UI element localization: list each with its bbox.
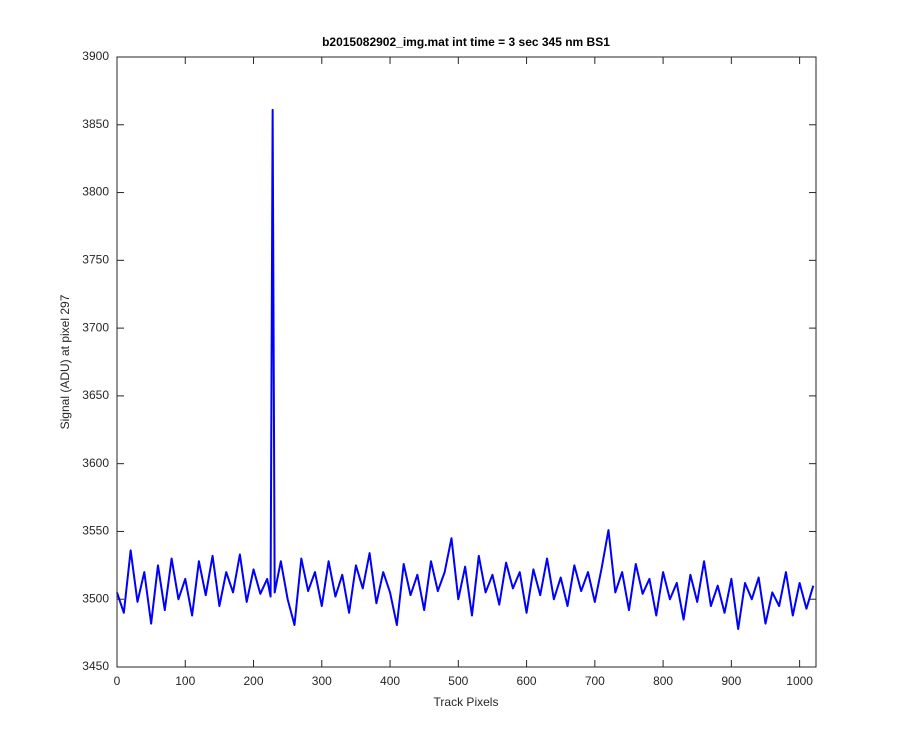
plot-frame: [116, 56, 817, 668]
y-axis-label: Signal (ADU) at pixel 297: [58, 294, 72, 429]
y-tick-label: 3500: [82, 591, 109, 605]
y-tick-label: 3700: [82, 320, 109, 334]
x-axis-label: Track Pixels: [434, 695, 499, 709]
x-tick-label: 400: [380, 674, 400, 688]
y-tick-label: 3750: [82, 253, 109, 267]
y-tick-label: 3450: [82, 659, 109, 673]
data-line: [116, 108, 815, 631]
y-tick-label: 3800: [82, 185, 109, 199]
x-tick-label: 200: [244, 674, 264, 688]
y-tick-label: 3900: [82, 49, 109, 63]
x-tick-label: 1000: [786, 674, 813, 688]
y-tick-label: 3550: [82, 524, 109, 538]
chart-title: b2015082902_img.mat int time = 3 sec 345…: [322, 35, 610, 49]
y-tick-label: 3850: [82, 117, 109, 131]
x-tick-label: 900: [721, 674, 741, 688]
x-tick-label: 600: [517, 674, 537, 688]
x-tick-label: 0: [114, 674, 121, 688]
y-tick-label: 3600: [82, 456, 109, 470]
x-tick-label: 700: [585, 674, 605, 688]
x-tick-label: 300: [312, 674, 332, 688]
x-tick-label: 800: [653, 674, 673, 688]
x-tick-label: 100: [175, 674, 195, 688]
x-tick-label: 500: [448, 674, 468, 688]
y-tick-label: 3650: [82, 388, 109, 402]
